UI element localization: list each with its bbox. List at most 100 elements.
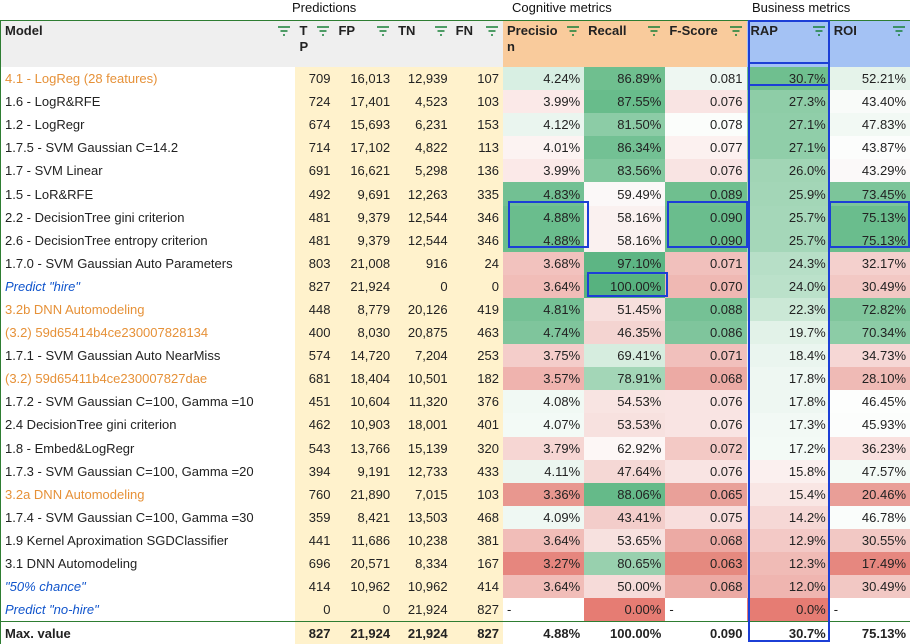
precision-cell[interactable]: 3.99%	[503, 159, 585, 183]
rap-cell[interactable]: 12.3%	[746, 551, 830, 576]
fn-cell[interactable]: 463	[451, 321, 503, 345]
model-name-cell[interactable]: 2.6 - DecisionTree entropy criterion	[0, 228, 296, 252]
rap-cell[interactable]: 26.0%	[746, 159, 830, 183]
fscore-cell[interactable]: 0.088	[665, 297, 747, 322]
fn-cell[interactable]: 419	[451, 297, 503, 322]
tp-cell[interactable]: 691	[295, 159, 335, 183]
rap-cell[interactable]: 0.0%	[746, 598, 830, 622]
precision-cell[interactable]: 4.88%	[503, 228, 585, 252]
fp-cell[interactable]: 20,571	[334, 551, 395, 576]
recall-cell[interactable]: 87.55%	[584, 90, 666, 114]
roi-cell[interactable]: 46.78%	[829, 505, 910, 529]
fp-cell[interactable]: 9,691	[334, 182, 395, 206]
roi-cell[interactable]: 45.93%	[829, 413, 910, 437]
fn-cell[interactable]: 167	[451, 551, 503, 576]
fp-cell[interactable]: 16,621	[334, 159, 395, 183]
precision-cell[interactable]: 4.01%	[503, 136, 585, 160]
roi-cell[interactable]: 28.10%	[829, 367, 910, 391]
roi-cell[interactable]: 43.29%	[829, 159, 910, 183]
fp-cell[interactable]: 13,766	[334, 436, 395, 460]
rap-cell[interactable]: 25.7%	[746, 228, 830, 252]
precision-cell[interactable]: -	[503, 598, 585, 622]
recall-cell[interactable]: 80.65%	[584, 551, 666, 576]
recall-cell[interactable]: 47.64%	[584, 459, 666, 483]
tp-cell[interactable]: 400	[295, 321, 335, 345]
rap-cell[interactable]: 25.7%	[746, 205, 830, 229]
tp-cell[interactable]: 359	[295, 505, 335, 529]
fn-cell[interactable]: 103	[451, 90, 503, 114]
roi-cell[interactable]: 43.87%	[829, 136, 910, 160]
roi-cell[interactable]: 20.46%	[829, 482, 910, 506]
rap-cell[interactable]: 17.8%	[746, 367, 830, 391]
rap-cell[interactable]: 17.3%	[746, 413, 830, 437]
column-header-fn[interactable]: FN	[451, 20, 503, 67]
precision-cell[interactable]: 4.07%	[503, 413, 585, 437]
recall-cell[interactable]: 100.00%	[584, 274, 666, 298]
model-name-cell[interactable]: 2.4 DecisionTree gini criterion	[0, 413, 296, 437]
rap-cell[interactable]: 27.3%	[746, 90, 830, 114]
model-name-cell[interactable]: 1.7 - SVM Linear	[0, 159, 296, 183]
tp-cell[interactable]: 462	[295, 413, 335, 437]
filter-icon[interactable]	[566, 25, 580, 37]
fp-cell[interactable]: 8,421	[334, 505, 395, 529]
fn-cell[interactable]: 401	[451, 413, 503, 437]
max-precision[interactable]: 4.88%	[503, 621, 585, 644]
precision-cell[interactable]: 3.57%	[503, 367, 585, 391]
filter-icon[interactable]	[647, 25, 661, 37]
max-recall[interactable]: 100.00%	[584, 621, 666, 644]
fscore-cell[interactable]: 0.076	[665, 413, 747, 437]
fscore-cell[interactable]: 0.063	[665, 551, 747, 576]
rap-cell[interactable]: 12.9%	[746, 528, 830, 552]
tp-cell[interactable]: 481	[295, 205, 335, 229]
recall-cell[interactable]: 0.00%	[584, 598, 666, 622]
tp-cell[interactable]: 714	[295, 136, 335, 160]
tn-cell[interactable]: 916	[394, 251, 452, 275]
fp-cell[interactable]: 11,686	[334, 528, 395, 552]
filter-icon[interactable]	[485, 25, 499, 37]
model-name-cell[interactable]: 1.7.5 - SVM Gaussian C=14.2	[0, 136, 296, 160]
max-fscore[interactable]: 0.090	[665, 621, 747, 644]
rap-cell[interactable]: 24.0%	[746, 274, 830, 298]
model-name-cell[interactable]: 1.6 - LogR&RFE	[0, 90, 296, 114]
roi-cell[interactable]: 30.49%	[829, 274, 910, 298]
precision-cell[interactable]: 4.11%	[503, 459, 585, 483]
model-name-cell[interactable]: 1.9 Kernel Aproximation SGDClassifier	[0, 528, 296, 552]
precision-cell[interactable]: 3.64%	[503, 528, 585, 552]
filter-icon[interactable]	[434, 25, 448, 37]
precision-cell[interactable]: 4.74%	[503, 321, 585, 345]
fp-cell[interactable]: 17,401	[334, 90, 395, 114]
fscore-cell[interactable]: 0.076	[665, 90, 747, 114]
fscore-cell[interactable]: 0.075	[665, 505, 747, 529]
fscore-cell[interactable]: 0.065	[665, 482, 747, 506]
fscore-cell[interactable]: 0.071	[665, 251, 747, 275]
model-name-cell[interactable]: 1.5 - LoR&RFE	[0, 182, 296, 206]
model-name-cell[interactable]: 2.2 - DecisionTree gini criterion	[0, 205, 296, 229]
fn-cell[interactable]: 346	[451, 228, 503, 252]
precision-cell[interactable]: 3.79%	[503, 436, 585, 460]
tp-cell[interactable]: 674	[295, 113, 335, 137]
recall-cell[interactable]: 62.92%	[584, 436, 666, 460]
fscore-cell[interactable]: 0.076	[665, 390, 747, 414]
tn-cell[interactable]: 21,924	[394, 598, 452, 622]
recall-cell[interactable]: 69.41%	[584, 344, 666, 368]
recall-cell[interactable]: 78.91%	[584, 367, 666, 391]
column-header-tn[interactable]: TN	[394, 20, 452, 67]
column-header-fscore[interactable]: F-Score	[665, 20, 747, 67]
fn-cell[interactable]: 468	[451, 505, 503, 529]
tn-cell[interactable]: 13,503	[394, 505, 452, 529]
roi-cell[interactable]: 52.21%	[829, 67, 910, 91]
recall-cell[interactable]: 51.45%	[584, 297, 666, 322]
tn-cell[interactable]: 12,544	[394, 205, 452, 229]
fp-cell[interactable]: 16,013	[334, 67, 395, 91]
tn-cell[interactable]: 7,015	[394, 482, 452, 506]
tn-cell[interactable]: 18,001	[394, 413, 452, 437]
tp-cell[interactable]: 827	[295, 274, 335, 298]
column-header-roi[interactable]: ROI	[829, 20, 910, 67]
model-name-cell[interactable]: Predict "hire"	[0, 274, 296, 298]
rap-cell[interactable]: 19.7%	[746, 321, 830, 345]
tn-cell[interactable]: 20,875	[394, 321, 452, 345]
fscore-cell[interactable]: 0.068	[665, 575, 747, 599]
fn-cell[interactable]: 182	[451, 367, 503, 391]
fn-cell[interactable]: 253	[451, 344, 503, 368]
roi-cell[interactable]: 46.45%	[829, 390, 910, 414]
